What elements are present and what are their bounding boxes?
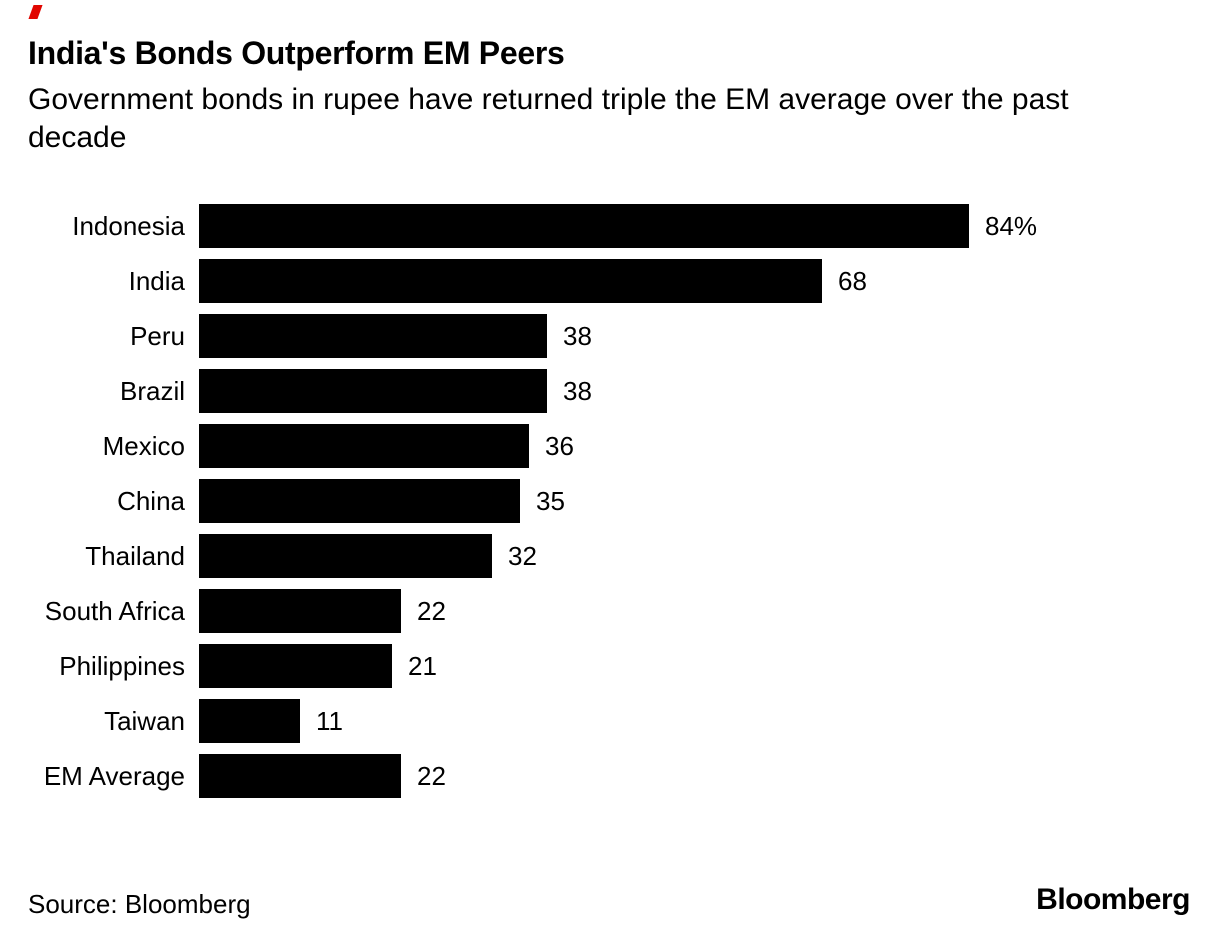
chart-row: China 35 [0, 479, 1228, 523]
category-label: Taiwan [104, 706, 185, 736]
bar-philippines [199, 644, 392, 688]
chart-row: Indonesia 84% [0, 204, 1228, 248]
bar-mexico [199, 424, 529, 468]
value-label: 36 [545, 430, 574, 461]
bar-indonesia [199, 204, 969, 248]
category-label: Brazil [119, 376, 185, 406]
chart-row: Peru 38 [0, 314, 1228, 358]
value-label: 22 [417, 760, 446, 791]
value-label: 11 [316, 705, 343, 736]
bar-taiwan [199, 699, 300, 743]
chart-row: Taiwan 11 [0, 699, 1228, 743]
chart-row: Thailand 32 [0, 534, 1228, 578]
value-label: 35 [536, 485, 565, 516]
category-label: China [117, 486, 185, 516]
red-corner-mark [28, 5, 43, 19]
chart-title: India's Bonds Outperform EM Peers [28, 35, 565, 71]
chart-row: Philippines 21 [0, 644, 1228, 688]
bar-thailand [199, 534, 492, 578]
category-label: India [128, 266, 185, 296]
bar-chart: Indonesia 84% India 68 Peru 38 Brazil 38 Mexico 3… [0, 204, 1228, 809]
chart-row: EM Average 22 [0, 754, 1228, 798]
value-label: 38 [563, 375, 592, 406]
value-label: 21 [408, 650, 437, 681]
category-label: South Africa [44, 596, 185, 626]
chart-row: Mexico 36 [0, 424, 1228, 468]
chart-subtitle: Government bonds in rupee have returned … [28, 83, 1069, 154]
bar-india [199, 259, 822, 303]
bar-peru [199, 314, 547, 358]
chart-row: South Africa 22 [0, 589, 1228, 633]
bar-em-average [199, 754, 401, 798]
value-label: 22 [417, 595, 446, 626]
value-label: 84% [985, 210, 1038, 241]
source-note: Source: Bloomberg [28, 889, 251, 919]
bar-brazil [199, 369, 547, 413]
value-label: 32 [508, 540, 537, 571]
category-label: Philippines [59, 651, 185, 681]
chart-row: Brazil 38 [0, 369, 1228, 413]
category-label: Peru [130, 321, 185, 351]
category-label: EM Average [43, 761, 185, 791]
bar-south-africa [199, 589, 401, 633]
chart-rows: Indonesia 84% India 68 Peru 38 Brazil 38 Mexico 3… [0, 204, 1228, 798]
bloomberg-logo: Bloomberg [1036, 883, 1190, 916]
bar-china [199, 479, 520, 523]
chart-row: India 68 [0, 259, 1228, 303]
category-label: Thailand [85, 541, 185, 571]
category-label: Mexico [102, 431, 185, 461]
value-label: 38 [563, 320, 592, 351]
value-label: 68 [838, 265, 867, 296]
category-label: Indonesia [72, 211, 185, 241]
